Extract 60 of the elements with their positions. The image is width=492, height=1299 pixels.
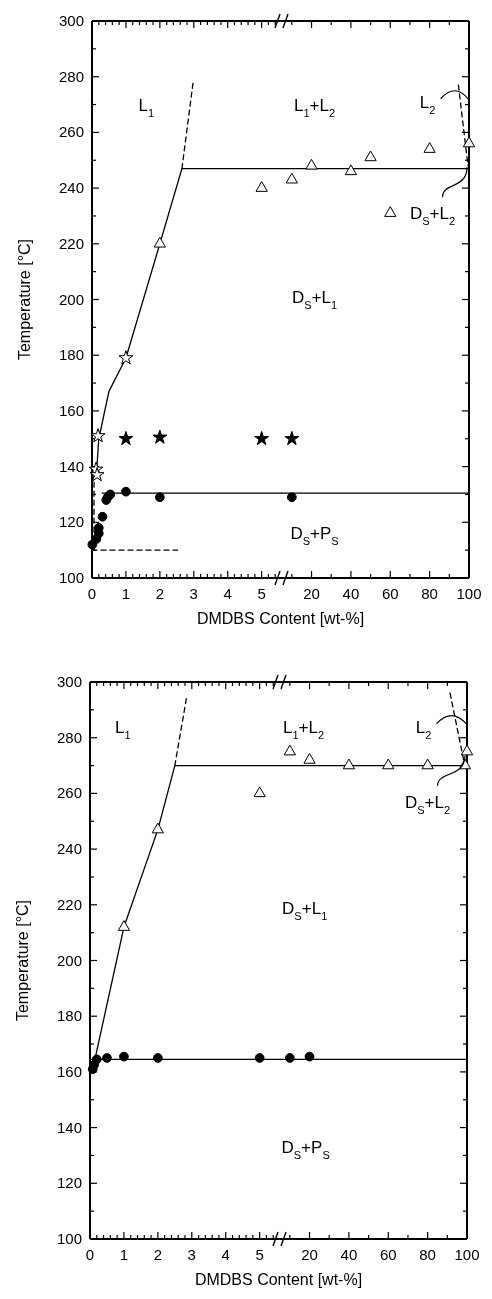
annotation: D$_{S}$+L$_{1}$	[282, 898, 328, 922]
annotation: L$_{2}$	[419, 92, 436, 116]
x-tick-label: 2	[155, 585, 165, 602]
annotation: D$_{S}$+P$_{S}$	[281, 1138, 330, 1162]
y-tick-label: 280	[58, 67, 84, 85]
x-tick-label: 3	[187, 1246, 196, 1263]
annotation: D$_{S}$+L$_{2}$	[404, 792, 451, 816]
y-tick-label: 120	[58, 513, 84, 531]
y-axis-title: Temperature [°C]	[14, 899, 31, 1022]
y-tick-label: 200	[58, 290, 84, 308]
annotation: D$_{S}$+L$_{1}$	[291, 287, 338, 311]
x-tick-label: 20	[303, 585, 320, 602]
y-tick-label: 220	[58, 234, 84, 252]
y-tick-label: 220	[56, 895, 82, 913]
annotation: L$_{2}$	[415, 717, 432, 741]
x-tick-label: 60	[379, 1246, 397, 1263]
x-tick-label: 60	[381, 585, 399, 602]
y-tick-label: 240	[58, 179, 84, 197]
y-tick-label: 200	[56, 951, 82, 969]
x-tick-label: 4	[221, 1246, 230, 1263]
annotation: L$_{1}$	[115, 717, 131, 741]
y-tick-label: 240	[56, 840, 82, 858]
y-tick-label: 160	[56, 1062, 82, 1080]
y-tick-label: 280	[56, 728, 82, 746]
x-tick-label: 40	[340, 1246, 358, 1263]
x-tick-label: 80	[419, 1246, 436, 1263]
y-tick-label: 100	[56, 1230, 82, 1247]
annotation: L$_{1}$+L$_{2}$	[282, 717, 325, 741]
y-tick-label: 120	[56, 1174, 82, 1192]
x-tick-label: 3	[189, 585, 198, 602]
x-tick-label: 80	[421, 585, 438, 602]
annotation: D$_{S}$+L$_{2}$	[409, 204, 456, 228]
x-tick-label: 4	[223, 585, 232, 602]
y-tick-label: 160	[58, 401, 84, 419]
annotation: L$_{1}$+L$_{2}$	[293, 95, 336, 119]
y-tick-label: 180	[58, 346, 84, 364]
x-tick-label: 20	[301, 1246, 318, 1263]
x-tick-label: 1	[121, 585, 131, 602]
y-tick-label: 260	[58, 123, 84, 141]
x-tick-label: 0	[87, 585, 97, 602]
y-axis-title: Temperature [°C]	[16, 238, 33, 361]
y-tick-label: 180	[56, 1007, 82, 1025]
x-tick-label: 40	[342, 585, 360, 602]
x-tick-label: 2	[153, 1246, 163, 1263]
annotation: D$_{S}$+P$_{S}$	[290, 524, 339, 548]
y-tick-label: 140	[58, 457, 84, 475]
x-tick-label: 0	[85, 1246, 95, 1263]
x-tick-label: 5	[257, 585, 266, 602]
y-tick-label: 140	[56, 1118, 82, 1136]
y-tick-label: 260	[56, 784, 82, 802]
y-tick-label: 100	[58, 569, 84, 586]
x-tick-label: 1	[119, 1246, 129, 1263]
x-axis-title: DMDBS Content [wt-%]	[194, 1271, 363, 1288]
y-tick-label: 300	[58, 12, 84, 29]
x-tick-label: 100	[456, 585, 482, 602]
x-tick-label: 100	[454, 1246, 480, 1263]
annotation: L$_{1}$	[138, 95, 155, 119]
x-tick-label: 5	[255, 1246, 264, 1263]
x-axis-title: DMDBS Content [wt-%]	[196, 610, 365, 627]
y-tick-label: 300	[56, 673, 82, 690]
